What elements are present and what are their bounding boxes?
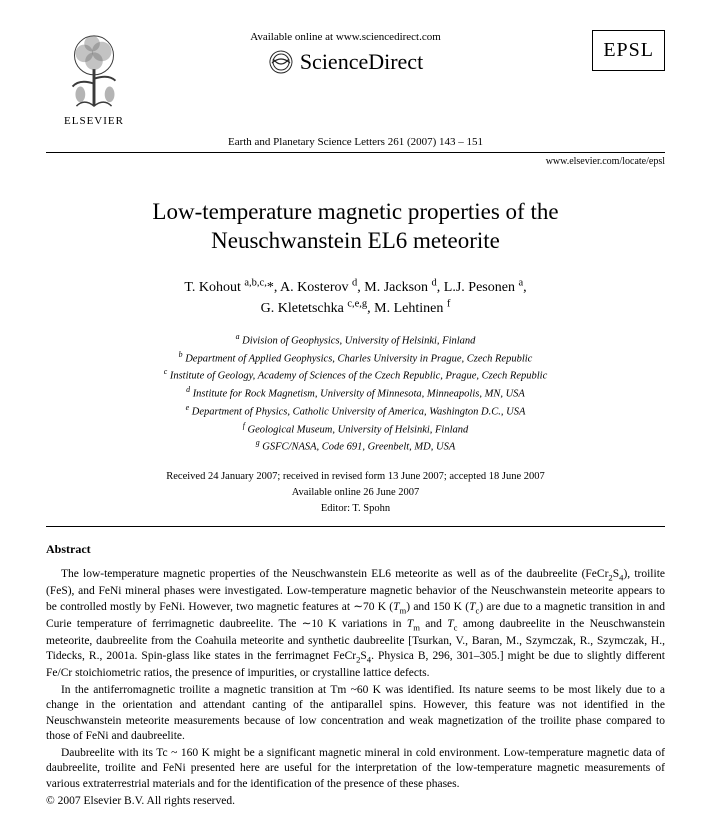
abstract-rule bbox=[46, 526, 665, 527]
header-center: Available online at www.sciencedirect.co… bbox=[142, 30, 549, 79]
abstract-paragraph-1: The low-temperature magnetic properties … bbox=[46, 567, 665, 681]
author-list: T. Kohout a,b,c,*, A. Kosterov d, M. Jac… bbox=[46, 276, 665, 319]
publisher-label: ELSEVIER bbox=[46, 114, 142, 129]
header-right: EPSL bbox=[549, 30, 665, 71]
abstract-heading: Abstract bbox=[46, 541, 665, 557]
affiliation-b-text: Department of Applied Geophysics, Charle… bbox=[185, 353, 532, 364]
affiliation-a: a Division of Geophysics, University of … bbox=[46, 331, 665, 349]
affiliation-e-text: Department of Physics, Catholic Universi… bbox=[192, 406, 526, 417]
abstract-paragraph-2: In the antiferromagnetic troilite a magn… bbox=[46, 683, 665, 745]
locate-url: www.elsevier.com/locate/epsl bbox=[46, 155, 665, 169]
affiliation-a-text: Division of Geophysics, University of He… bbox=[242, 335, 475, 346]
article-dates: Received 24 January 2007; received in re… bbox=[46, 469, 665, 516]
affiliation-e: e Department of Physics, Catholic Univer… bbox=[46, 402, 665, 420]
abstract-paragraph-3: Daubreelite with its Tc ~ 160 K might be… bbox=[46, 746, 665, 793]
copyright-line: © 2007 Elsevier B.V. All rights reserved… bbox=[46, 794, 665, 810]
authors-row-2: G. Kletetschka c,e,g, M. Lehtinen f bbox=[261, 301, 451, 316]
sciencedirect-label: ScienceDirect bbox=[300, 47, 423, 77]
affiliations: a Division of Geophysics, University of … bbox=[46, 331, 665, 455]
affiliation-c-text: Institute of Geology, Academy of Science… bbox=[170, 371, 547, 382]
editor-line: Editor: T. Spohn bbox=[46, 501, 665, 517]
page-header: ELSEVIER Available online at www.science… bbox=[46, 30, 665, 129]
sciencedirect-swirl-icon bbox=[268, 49, 294, 75]
affiliation-c: c Institute of Geology, Academy of Scien… bbox=[46, 366, 665, 384]
journal-citation: Earth and Planetary Science Letters 261 … bbox=[46, 135, 665, 150]
affiliation-f-text: Geological Museum, University of Helsink… bbox=[248, 424, 469, 435]
abstract-body: The low-temperature magnetic properties … bbox=[46, 567, 665, 792]
authors-row-1: T. Kohout a,b,c,*, A. Kosterov d, M. Jac… bbox=[184, 280, 526, 295]
affiliation-g: g GSFC/NASA, Code 691, Greenbelt, MD, US… bbox=[46, 437, 665, 455]
elsevier-tree-icon bbox=[53, 30, 135, 108]
affiliation-g-text: GSFC/NASA, Code 691, Greenbelt, MD, USA bbox=[262, 442, 455, 453]
affiliation-f: f Geological Museum, University of Helsi… bbox=[46, 420, 665, 438]
article-title: Low-temperature magnetic properties of t… bbox=[76, 198, 635, 256]
header-rule bbox=[46, 152, 665, 153]
available-online-text: Available online at www.sciencedirect.co… bbox=[142, 30, 549, 45]
affiliation-b: b Department of Applied Geophysics, Char… bbox=[46, 349, 665, 367]
received-line: Received 24 January 2007; received in re… bbox=[46, 469, 665, 485]
affiliation-d: d Institute for Rock Magnetism, Universi… bbox=[46, 384, 665, 402]
journal-abbrev-box: EPSL bbox=[592, 30, 665, 71]
affiliation-d-text: Institute for Rock Magnetism, University… bbox=[193, 389, 525, 400]
sciencedirect-logo: ScienceDirect bbox=[268, 47, 423, 77]
publisher-logo-block: ELSEVIER bbox=[46, 30, 142, 129]
online-line: Available online 26 June 2007 bbox=[46, 485, 665, 501]
